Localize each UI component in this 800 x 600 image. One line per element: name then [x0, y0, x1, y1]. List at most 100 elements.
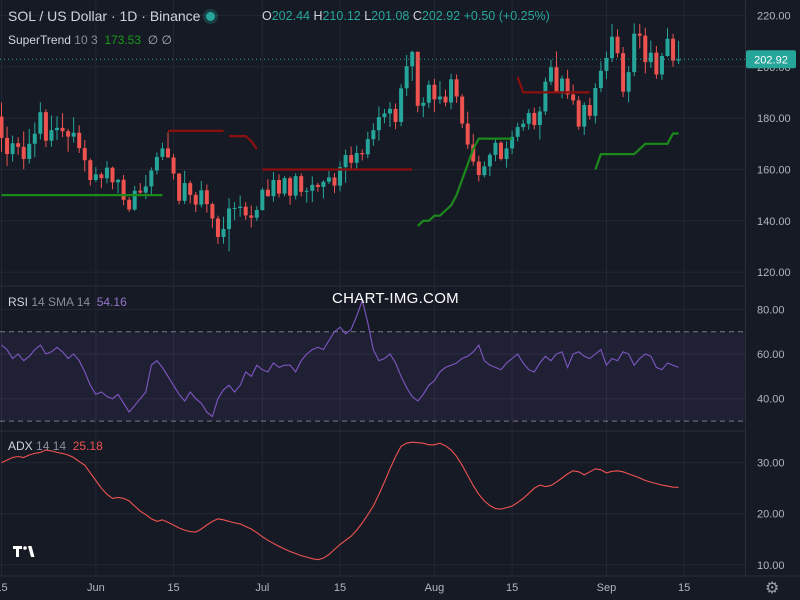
open-label: O	[262, 9, 272, 23]
candle	[132, 185, 137, 211]
candle-body	[38, 112, 43, 134]
candle	[21, 131, 26, 170]
candle-body	[171, 157, 176, 174]
candle-body	[621, 53, 626, 92]
candle-body	[293, 176, 298, 196]
candle	[88, 158, 93, 186]
hide-icon[interactable]: ∅	[147, 33, 159, 47]
candle-body	[665, 38, 670, 56]
candle	[199, 181, 204, 208]
candle-body	[615, 36, 620, 54]
candle-body	[582, 105, 587, 127]
candle	[5, 126, 10, 166]
candle	[521, 119, 526, 131]
rsi-params: 14 SMA 14	[31, 295, 91, 309]
candle-body	[393, 108, 398, 122]
candle-body	[637, 33, 642, 36]
candle-body	[221, 229, 226, 237]
candle-body	[299, 176, 304, 192]
candle	[665, 28, 670, 57]
symbol-label: SOL / US Dollar · 1D · Binance	[8, 8, 201, 24]
candle-body	[343, 155, 348, 168]
candle	[149, 167, 154, 195]
candle-body	[16, 143, 21, 147]
low-value: 201.08	[371, 9, 410, 23]
rsi-line	[1, 298, 679, 418]
x-tick-label: Aug	[425, 582, 445, 594]
candle-body	[71, 132, 76, 137]
candle	[293, 173, 298, 200]
candle	[93, 167, 98, 183]
y-axis: 120.00140.00160.00180.00200.00220.0040.0…	[757, 10, 791, 571]
candle-body	[376, 117, 381, 131]
candle-body	[199, 190, 204, 205]
candle	[238, 195, 243, 217]
candle	[632, 23, 637, 77]
candle-body	[321, 181, 326, 187]
candle	[532, 107, 537, 130]
candle	[604, 51, 609, 80]
rsi-legend[interactable]: RSI 14 SMA 14 54.16	[8, 295, 127, 309]
candle-body	[671, 38, 676, 61]
tradingview-logo-icon[interactable]	[10, 542, 38, 560]
candle	[432, 78, 437, 112]
candle	[77, 125, 82, 154]
candle	[160, 142, 165, 161]
last-price-label: 202.92	[754, 54, 788, 66]
candle	[154, 152, 159, 175]
candle-body	[487, 154, 492, 167]
candle	[360, 149, 365, 161]
candle-body	[432, 84, 437, 100]
candle-body	[210, 204, 215, 219]
candle-body	[365, 139, 370, 155]
candle	[537, 106, 542, 140]
close-value: 202.92	[421, 9, 461, 23]
candle-body	[610, 36, 614, 59]
candle-body	[93, 174, 98, 180]
candle-body	[382, 113, 387, 118]
candle-body	[238, 206, 243, 208]
candle-body	[465, 123, 470, 145]
hide-icon[interactable]: ∅	[161, 33, 172, 47]
candle	[371, 123, 376, 146]
candle	[621, 46, 626, 98]
candle	[421, 97, 426, 118]
candle	[410, 50, 415, 81]
candle	[526, 109, 531, 130]
candle	[10, 135, 15, 162]
candle-body	[643, 35, 648, 63]
candle	[499, 141, 503, 161]
candle	[515, 122, 520, 142]
candle-body	[77, 132, 82, 149]
candle	[326, 171, 331, 185]
candle-body	[659, 55, 664, 75]
candle	[454, 74, 459, 103]
adx-legend[interactable]: ADX 14 14 25.18	[8, 439, 103, 453]
candle	[354, 145, 359, 170]
candle-body	[338, 167, 343, 186]
candle-body	[82, 148, 87, 161]
candle	[576, 96, 581, 130]
candle-body	[110, 167, 115, 183]
adx-params: 14 14	[36, 439, 67, 453]
price-candles	[0, 23, 681, 252]
candle-body	[543, 81, 548, 112]
supertrend-line	[1, 76, 679, 227]
candle-body	[499, 142, 503, 159]
candle	[404, 54, 409, 97]
candle	[110, 166, 115, 190]
candle-body	[548, 67, 553, 82]
symbol-title[interactable]: SOL / US Dollar · 1D · Binance	[8, 8, 223, 24]
candle	[310, 176, 315, 203]
candle	[243, 202, 248, 220]
settings-gear-icon[interactable]: ⚙	[765, 580, 780, 597]
candle-body	[315, 184, 320, 187]
candle	[587, 97, 592, 120]
candle-body	[632, 33, 637, 73]
candle-body	[60, 127, 65, 132]
candle	[166, 132, 170, 158]
candle	[221, 216, 226, 244]
candle-body	[99, 174, 104, 179]
supertrend-legend[interactable]: SuperTrend 10 3 173.53 ∅ ∅	[8, 33, 172, 47]
